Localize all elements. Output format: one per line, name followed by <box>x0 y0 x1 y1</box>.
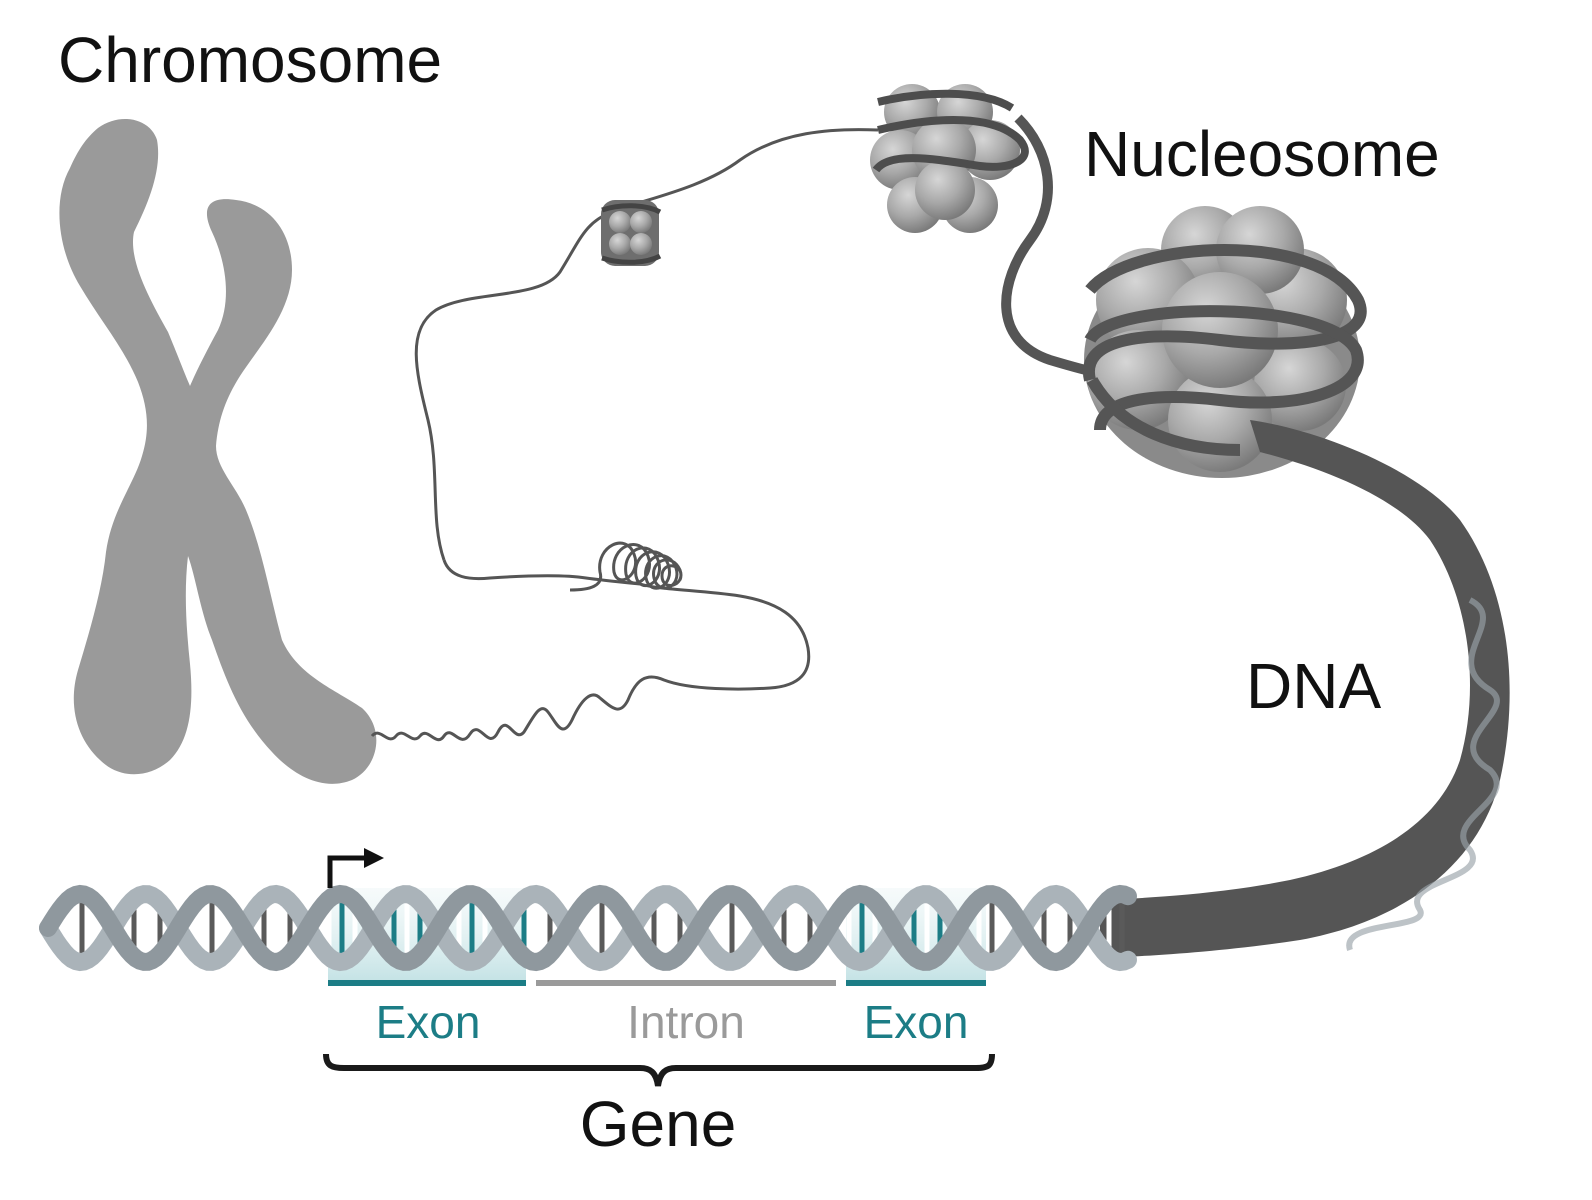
nucleosome-large <box>1082 206 1367 478</box>
nucleosome-label: Nucleosome <box>1084 118 1440 190</box>
nucleosome-medium <box>870 84 1029 233</box>
transcription-start-arrow-icon <box>327 848 384 888</box>
exon-label-1: Exon <box>376 996 481 1048</box>
gene-bracket <box>323 1053 995 1087</box>
gene-label: Gene <box>580 1088 737 1160</box>
dna-ribbon-helix <box>1346 597 1500 951</box>
chromosome-label: Chromosome <box>58 24 442 96</box>
intron-bar <box>536 980 836 986</box>
chromosome-shape <box>59 118 377 784</box>
exon-label-2: Exon <box>864 996 969 1048</box>
dna-label: DNA <box>1246 650 1381 722</box>
intron-label: Intron <box>627 996 745 1048</box>
gene-region-bars <box>328 980 986 986</box>
dna-double-helix <box>39 884 1137 972</box>
dna-ribbon <box>1100 420 1510 958</box>
exon-bar-2 <box>846 980 986 986</box>
exon-bar-1 <box>328 980 526 986</box>
nucleosome-small <box>601 200 662 266</box>
